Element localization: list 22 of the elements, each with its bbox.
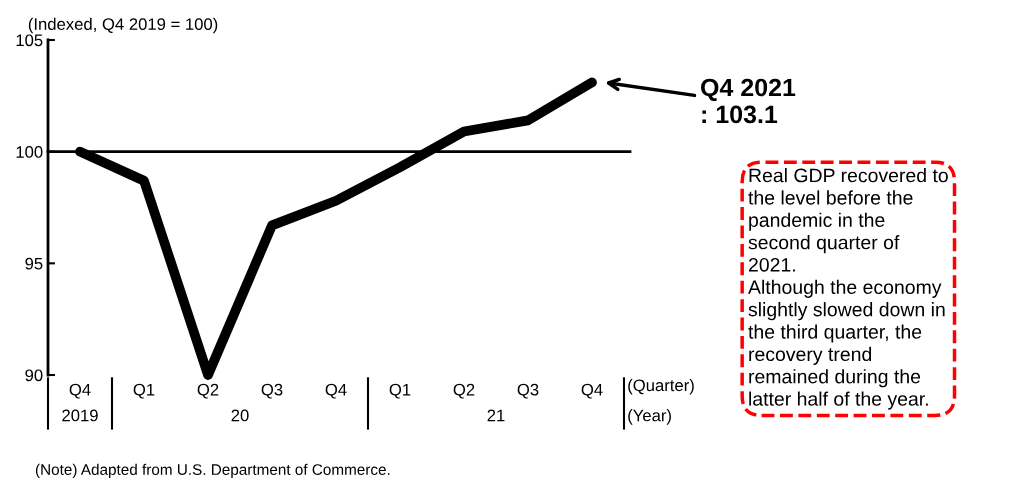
y-axis-title: (Indexed, Q4 2019 = 100) xyxy=(28,17,218,34)
text: (Quarter) xyxy=(628,378,694,395)
y-tick-label: 100 xyxy=(16,146,43,158)
y-tick-label: 105 xyxy=(16,34,43,47)
x-tick-label: Q1 xyxy=(133,383,155,399)
x-tick-label: Q4 xyxy=(325,383,347,399)
text: 20 xyxy=(231,409,249,422)
text: (Note) Adapted from U.S. Department of Commerce. xyxy=(35,463,390,478)
text: Real GDP recovered to the level before the pandemic in the second quarter of 2021. Although the economy slightly slowed down in the third quarter, the recovery trend remained during the latter half of the year. xyxy=(748,168,948,410)
x-tick-label: Q2 xyxy=(197,383,219,399)
text: 21 xyxy=(487,409,505,422)
text: 2019 xyxy=(62,409,98,422)
y-tick-label: 95 xyxy=(25,257,43,270)
x-tick-label: Q4 xyxy=(69,383,91,399)
x-tick-label: Q4 xyxy=(581,383,603,399)
y-tick-label: 90 xyxy=(25,369,43,382)
x-tick-label: Q3 xyxy=(261,383,283,399)
text: Q4 2021 : 103.1 xyxy=(701,78,796,124)
text: (Year) xyxy=(628,409,671,425)
x-tick-label: Q2 xyxy=(453,383,475,399)
x-tick-label: Q1 xyxy=(389,383,411,399)
x-tick-label: Q3 xyxy=(517,383,539,399)
